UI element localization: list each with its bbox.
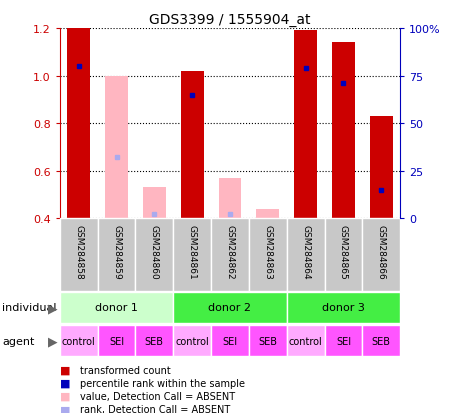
- Bar: [60, 219, 97, 291]
- Bar: [362, 219, 399, 291]
- Bar: [286, 325, 324, 356]
- Bar: [286, 219, 324, 291]
- Bar: [143, 188, 165, 219]
- Bar: [180, 71, 203, 219]
- Bar: [173, 219, 211, 291]
- Text: donor 1: donor 1: [95, 303, 138, 313]
- Text: agent: agent: [2, 336, 34, 346]
- Text: donor 2: donor 2: [208, 303, 251, 313]
- Bar: [105, 76, 128, 219]
- Bar: [135, 325, 173, 356]
- Text: GSM284862: GSM284862: [225, 225, 234, 279]
- Bar: [324, 219, 362, 291]
- Text: rank, Detection Call = ABSENT: rank, Detection Call = ABSENT: [80, 404, 230, 413]
- Text: SEB: SEB: [371, 336, 390, 346]
- Text: GSM284866: GSM284866: [376, 225, 385, 279]
- Text: GSM284861: GSM284861: [187, 225, 196, 279]
- Text: ▶: ▶: [48, 301, 57, 314]
- Bar: [369, 117, 392, 219]
- Bar: [211, 219, 248, 291]
- Bar: [286, 292, 399, 323]
- Bar: [362, 325, 399, 356]
- Bar: [324, 325, 362, 356]
- Bar: [97, 325, 135, 356]
- Bar: [248, 325, 286, 356]
- Text: individual: individual: [2, 303, 56, 313]
- Bar: [60, 325, 97, 356]
- Text: ▶: ▶: [48, 334, 57, 347]
- Text: ■: ■: [60, 391, 70, 401]
- Text: ■: ■: [60, 404, 70, 413]
- Bar: [135, 219, 173, 291]
- Text: donor 3: donor 3: [321, 303, 364, 313]
- Text: control: control: [175, 336, 208, 346]
- Text: ■: ■: [60, 378, 70, 388]
- Text: GSM284864: GSM284864: [301, 225, 309, 279]
- Bar: [173, 325, 211, 356]
- Text: ■: ■: [60, 365, 70, 375]
- Text: SEI: SEI: [109, 336, 124, 346]
- Bar: [294, 31, 316, 219]
- Text: SEI: SEI: [335, 336, 350, 346]
- Bar: [218, 178, 241, 219]
- Text: SEB: SEB: [258, 336, 277, 346]
- Text: GSM284865: GSM284865: [338, 225, 347, 279]
- Text: GSM284858: GSM284858: [74, 225, 83, 279]
- Text: transformed count: transformed count: [80, 365, 171, 375]
- Text: GSM284859: GSM284859: [112, 225, 121, 279]
- Text: GSM284860: GSM284860: [150, 225, 158, 279]
- Text: SEB: SEB: [145, 336, 163, 346]
- Bar: [248, 219, 286, 291]
- Text: value, Detection Call = ABSENT: value, Detection Call = ABSENT: [80, 391, 235, 401]
- Bar: [256, 209, 279, 219]
- Bar: [97, 219, 135, 291]
- Text: control: control: [62, 336, 95, 346]
- Bar: [67, 29, 90, 219]
- Text: GSM284863: GSM284863: [263, 225, 272, 279]
- Bar: [173, 292, 286, 323]
- Bar: [211, 325, 248, 356]
- Text: percentile rank within the sample: percentile rank within the sample: [80, 378, 245, 388]
- Bar: [331, 43, 354, 219]
- Text: control: control: [288, 336, 322, 346]
- Text: SEI: SEI: [222, 336, 237, 346]
- Bar: [60, 292, 173, 323]
- Title: GDS3399 / 1555904_at: GDS3399 / 1555904_at: [149, 12, 310, 26]
